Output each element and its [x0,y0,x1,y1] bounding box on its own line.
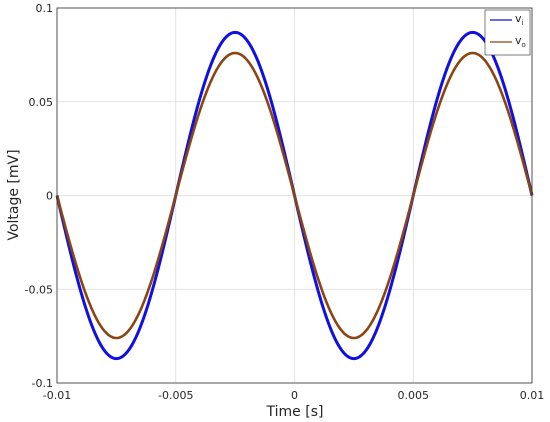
y-axis-label: Voltage [mV] [6,149,22,240]
legend-label-vo: vo [515,34,526,49]
x-tick-label: 0 [291,389,298,402]
x-tick-label: -0.005 [158,389,193,402]
series-line-vo [55,51,534,340]
y-tick-label: -0.05 [25,283,53,296]
x-tick-label: -0.01 [43,389,71,402]
y-tick-label: -0.1 [32,377,53,390]
legend: vi vo [484,9,531,56]
y-tick-label: 0.1 [36,2,54,15]
x-tick-label: 0.01 [520,389,545,402]
series-layer [55,30,534,361]
y-tick-label: 0 [46,190,53,203]
legend-label-vi: vi [515,12,524,27]
tick-labels: -0.01 -0.005 0 0.005 0.01 0.1 0.05 0 -0.05 -0.1 [25,2,545,402]
x-axis-label: Time [s] [266,404,324,420]
plot-frame [56,7,533,384]
legend-box [484,9,531,56]
x-tick-label: 0.005 [398,389,430,402]
y-tick-label: 0.05 [29,96,54,109]
